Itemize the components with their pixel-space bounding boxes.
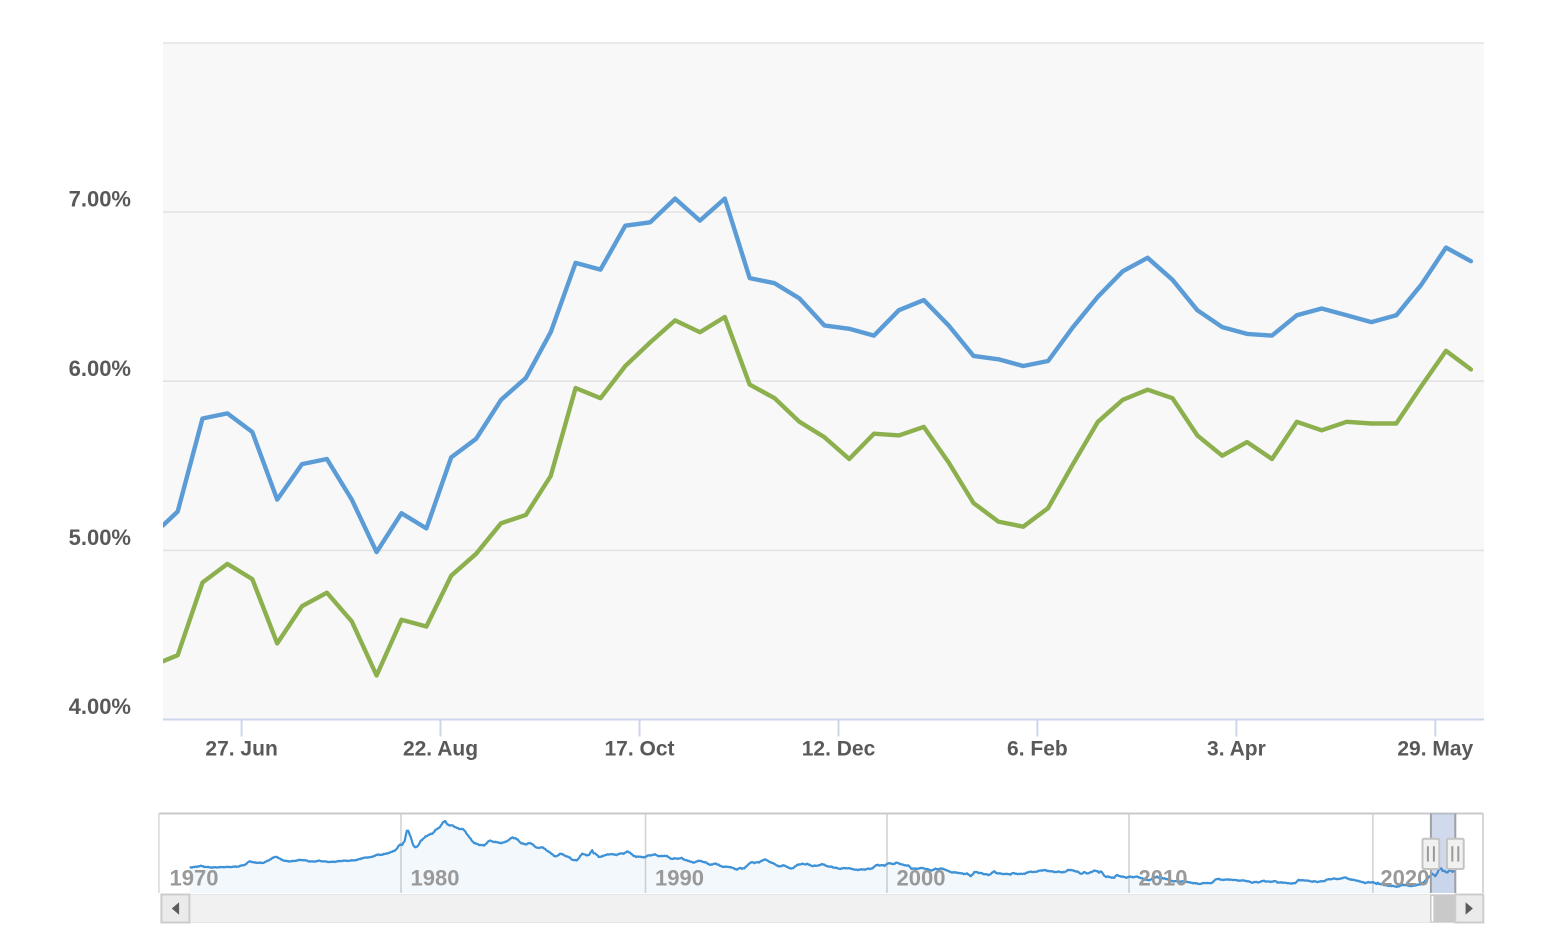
- svg-text:2010: 2010: [1139, 866, 1188, 891]
- svg-text:5.00%: 5.00%: [69, 525, 131, 550]
- svg-text:1990: 1990: [655, 866, 704, 891]
- svg-text:2020: 2020: [1380, 866, 1429, 891]
- svg-text:6. Feb: 6. Feb: [1007, 738, 1068, 761]
- svg-text:2000: 2000: [897, 866, 946, 891]
- svg-text:22. Aug: 22. Aug: [403, 738, 478, 761]
- svg-text:1970: 1970: [170, 866, 219, 891]
- svg-text:3. Apr: 3. Apr: [1207, 738, 1266, 761]
- svg-text:1980: 1980: [411, 866, 460, 891]
- svg-text:7.00%: 7.00%: [69, 187, 131, 212]
- svg-text:29. May: 29. May: [1397, 738, 1473, 761]
- svg-text:12. Dec: 12. Dec: [802, 738, 876, 761]
- svg-text:4.00%: 4.00%: [69, 694, 131, 719]
- svg-text:6.00%: 6.00%: [69, 356, 131, 381]
- svg-text:27. Jun: 27. Jun: [205, 738, 277, 761]
- svg-text:17. Oct: 17. Oct: [604, 738, 674, 761]
